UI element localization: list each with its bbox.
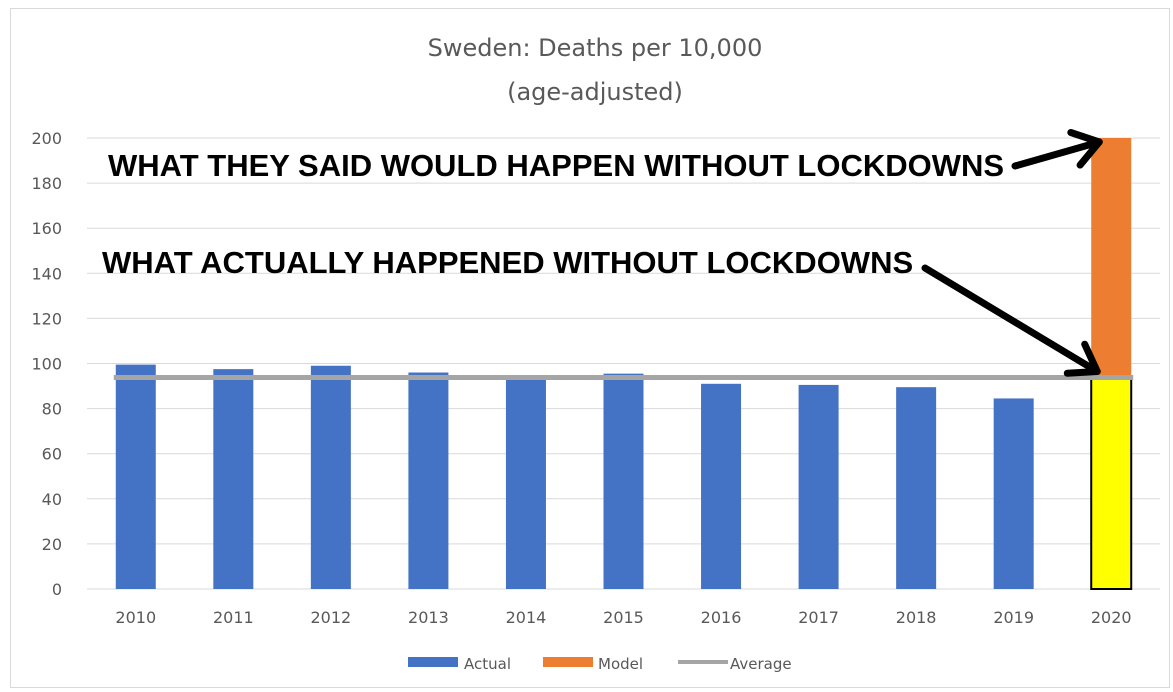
x-axis-ticks: 2010 2011 2012 2013 2014 2015 2016 2017 2018 2019… <box>115 608 1131 627</box>
bar-actual <box>896 387 937 589</box>
legend: Actual Model Average <box>408 655 792 673</box>
legend-swatch-actual <box>408 657 458 667</box>
bars <box>115 138 1133 590</box>
x-tick-label: 2014 <box>506 608 547 627</box>
bar-actual <box>213 369 254 589</box>
x-tick-label: 2020 <box>1091 608 1132 627</box>
y-tick-label: 180 <box>31 174 62 193</box>
legend-label-model: Model <box>598 655 643 673</box>
y-axis-ticks: 0 20 40 60 80 100 120 140 160 180 200 <box>31 129 62 599</box>
annotations: WHAT THEY SAID WOULD HAPPEN WITHOUT LOCK… <box>102 128 1103 377</box>
x-tick-label: 2010 <box>115 608 156 627</box>
annotation-actual-text: WHAT ACTUALLY HAPPENED WITHOUT LOCKDOWNS <box>102 245 913 280</box>
y-tick-label: 40 <box>42 490 62 509</box>
bar-actual <box>310 365 351 589</box>
y-tick-label: 20 <box>42 535 62 554</box>
bar-actual-highlight <box>1090 377 1133 590</box>
y-tick-label: 80 <box>42 400 62 419</box>
legend-swatch-model <box>543 657 593 667</box>
y-tick-label: 160 <box>31 219 62 238</box>
arrow-actual <box>921 264 1101 377</box>
y-tick-label: 0 <box>52 580 62 599</box>
y-tick-label: 60 <box>42 445 62 464</box>
bar-actual <box>798 384 839 589</box>
y-tick-label: 140 <box>31 264 62 283</box>
y-tick-label: 120 <box>31 309 62 328</box>
x-tick-label: 2016 <box>701 608 742 627</box>
arrow-head <box>1063 340 1101 377</box>
annotation-model-text: WHAT THEY SAID WOULD HAPPEN WITHOUT LOCK… <box>108 148 1004 183</box>
legend-label-average: Average <box>730 655 792 673</box>
chart-frame <box>10 8 1170 688</box>
arrow-head <box>1067 128 1103 169</box>
x-tick-label: 2013 <box>408 608 449 627</box>
y-tick-label: 100 <box>31 355 62 374</box>
arrow-shaft <box>1011 138 1103 170</box>
arrow-model <box>1011 128 1103 170</box>
chart-title: Sweden: Deaths per 10,000 <box>428 34 763 62</box>
legend-label-actual: Actual <box>464 655 511 673</box>
bar-actual <box>408 372 449 589</box>
x-tick-label: 2012 <box>311 608 352 627</box>
y-tick-label: 200 <box>31 129 62 148</box>
x-tick-label: 2011 <box>213 608 254 627</box>
arrow-shaft <box>921 264 1101 375</box>
x-tick-label: 2019 <box>993 608 1034 627</box>
gridlines <box>87 137 1160 590</box>
bar-model <box>1091 138 1132 379</box>
x-tick-label: 2015 <box>603 608 644 627</box>
x-tick-label: 2018 <box>896 608 937 627</box>
bar-actual <box>603 373 644 589</box>
bar-actual <box>115 364 156 589</box>
bar-actual <box>505 378 546 589</box>
chart-subtitle: (age-adjusted) <box>507 78 683 106</box>
bar-actual <box>993 398 1034 589</box>
bar-actual <box>701 383 742 589</box>
x-tick-label: 2017 <box>798 608 839 627</box>
